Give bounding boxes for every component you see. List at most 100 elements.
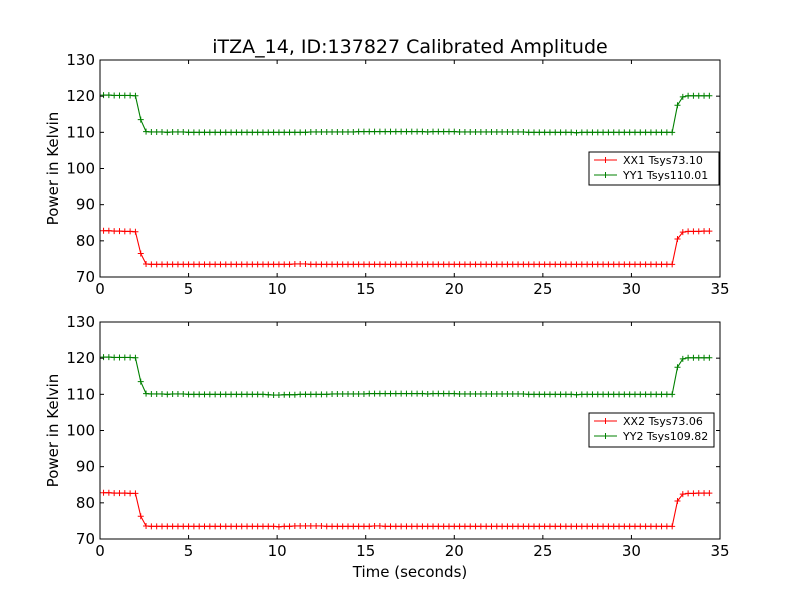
data-point xyxy=(461,523,468,530)
data-point xyxy=(626,523,633,530)
data-point xyxy=(461,128,468,135)
data-point xyxy=(695,354,702,361)
data-point xyxy=(600,261,607,268)
data-point xyxy=(685,228,692,235)
data-point xyxy=(663,523,670,530)
data-point xyxy=(307,391,314,398)
data-point xyxy=(259,523,266,530)
data-point xyxy=(153,523,160,530)
data-point xyxy=(376,390,383,397)
data-point xyxy=(706,490,713,497)
data-point xyxy=(148,128,155,135)
data-point xyxy=(350,523,357,530)
data-point xyxy=(440,261,447,268)
data-point xyxy=(493,523,500,530)
data-point xyxy=(467,261,474,268)
data-point xyxy=(589,391,596,398)
data-point xyxy=(329,523,336,530)
x-tick-label: 5 xyxy=(184,280,194,298)
data-point xyxy=(137,250,144,257)
data-point xyxy=(419,523,426,530)
data-point xyxy=(690,354,697,361)
data-point xyxy=(180,261,187,268)
data-point xyxy=(414,261,421,268)
data-point xyxy=(164,523,171,530)
data-point xyxy=(631,129,638,136)
data-point xyxy=(355,390,362,397)
data-point xyxy=(228,129,235,136)
data-point xyxy=(392,261,399,268)
data-point xyxy=(387,390,394,397)
data-point xyxy=(323,391,330,398)
data-point xyxy=(201,523,208,530)
data-point xyxy=(318,128,325,135)
data-point xyxy=(647,129,654,136)
data-point xyxy=(488,261,495,268)
data-point xyxy=(568,523,575,530)
data-point xyxy=(584,391,591,398)
data-point xyxy=(318,522,325,529)
y-tick-label: 80 xyxy=(76,494,95,512)
data-point xyxy=(440,390,447,397)
data-point xyxy=(531,129,537,136)
data-point xyxy=(217,391,224,398)
data-point xyxy=(419,261,426,268)
data-point xyxy=(472,390,479,397)
legend-entry-label: YY1 Tsys110.01 xyxy=(622,169,708,182)
data-point xyxy=(483,261,490,268)
data-point xyxy=(589,523,596,530)
data-point xyxy=(334,523,341,530)
data-point xyxy=(275,129,282,136)
data-point xyxy=(100,489,107,496)
data-point xyxy=(116,354,123,361)
data-point xyxy=(424,390,431,397)
y-tick-label: 100 xyxy=(66,422,95,440)
y-tick-label: 110 xyxy=(66,123,95,141)
data-point xyxy=(525,391,532,398)
data-point xyxy=(212,129,219,136)
data-point xyxy=(159,261,165,268)
data-point xyxy=(233,523,240,530)
data-point xyxy=(477,523,484,530)
data-point xyxy=(515,128,522,135)
data-point xyxy=(578,261,585,268)
data-point xyxy=(307,128,314,135)
data-point xyxy=(371,128,378,135)
data-point xyxy=(339,261,346,268)
data-point xyxy=(116,228,123,235)
data-point xyxy=(143,260,150,267)
data-point xyxy=(658,523,665,530)
data-point xyxy=(376,522,383,529)
data-point xyxy=(552,129,559,136)
data-point xyxy=(206,523,213,530)
data-point xyxy=(451,390,458,397)
data-point xyxy=(366,390,373,397)
data-point xyxy=(265,391,272,398)
data-point xyxy=(137,378,144,385)
data-point xyxy=(562,523,569,530)
data-point xyxy=(493,390,500,397)
data-point xyxy=(392,390,399,397)
data-point xyxy=(631,523,638,530)
data-point xyxy=(408,128,415,135)
data-point xyxy=(451,128,458,135)
data-point xyxy=(190,523,197,530)
data-point xyxy=(621,523,628,530)
data-point xyxy=(174,523,181,530)
data-point xyxy=(334,390,341,397)
data-point xyxy=(440,523,447,530)
data-point xyxy=(222,523,229,530)
data-point xyxy=(217,523,224,530)
data-point xyxy=(360,523,367,530)
data-point xyxy=(408,261,415,268)
y-tick-label: 90 xyxy=(76,458,95,476)
data-point xyxy=(190,391,197,398)
data-point xyxy=(552,391,559,398)
data-point xyxy=(541,523,548,530)
x-tick-label: 0 xyxy=(95,542,105,560)
data-point xyxy=(371,390,378,397)
data-point xyxy=(148,390,155,397)
data-point xyxy=(690,490,697,497)
data-point xyxy=(557,129,564,136)
